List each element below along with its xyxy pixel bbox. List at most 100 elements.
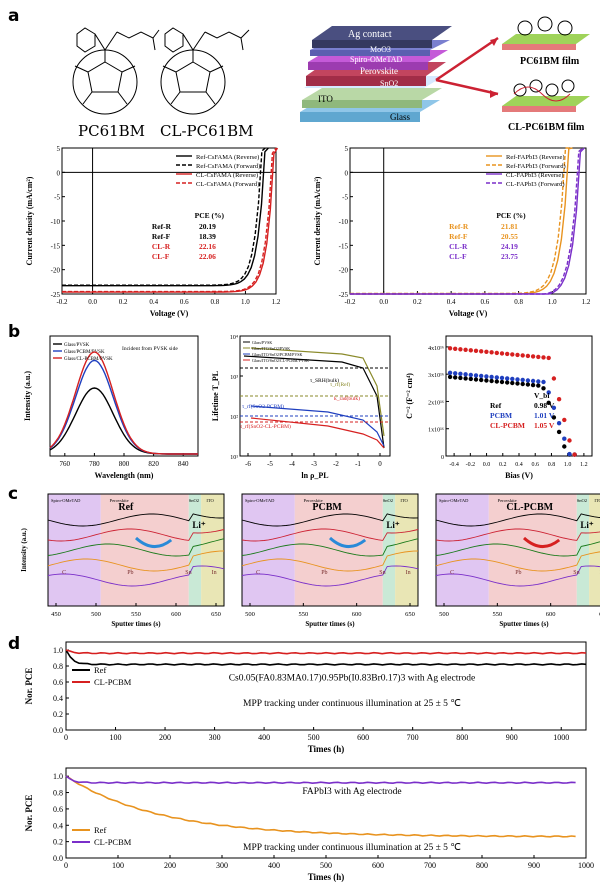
chart-pl-spectra: 760 780 800 820 840 Wavelength (nm) Intensity … <box>23 335 199 480</box>
region-sno2 <box>188 494 202 606</box>
data-point-2 <box>453 346 458 351</box>
y-tick-label: 0.6 <box>53 805 63 814</box>
x-tick-label: -6 <box>245 460 251 468</box>
data-point-2 <box>463 347 468 352</box>
y-axis-label: Current density (mA/cm²) <box>313 176 322 265</box>
region-label: Perovskite <box>498 498 517 503</box>
data-point-2 <box>499 351 505 356</box>
data-point-2 <box>484 349 489 354</box>
data-point-2 <box>530 354 536 359</box>
plot-frame <box>241 493 419 607</box>
x-tick-label: 0 <box>64 733 68 742</box>
migration-arrow <box>134 536 173 548</box>
x-tick-label: 1000 <box>553 733 569 742</box>
y-tick-label: 0.0 <box>53 854 63 863</box>
x-tick-label: 780 <box>89 460 100 468</box>
data-point-1 <box>505 376 510 381</box>
y-tick-label: -15 <box>51 242 61 250</box>
spectrum-line-1 <box>49 359 198 455</box>
annotation: τ_rf(Ref) <box>330 381 350 388</box>
pce-row-value: 20.19 <box>199 222 216 231</box>
x-tick-label: -2 <box>333 460 339 468</box>
y-tick-label: -20 <box>51 267 61 275</box>
data-point-2 <box>458 347 463 352</box>
data-point-0 <box>525 382 531 387</box>
legend-entry: Glass/ITO/SnO2/PCBM/PVSK <box>252 352 302 357</box>
data-point-1 <box>510 376 515 382</box>
layer-label-spiro: Spiro-OMeTAD <box>350 55 402 64</box>
region-label: ITO <box>206 498 214 503</box>
pce-row-name: CL-R <box>449 242 468 251</box>
x-tick-label: 400 <box>268 861 280 870</box>
x-tick-label: -0.4 <box>449 462 459 468</box>
data-point-0 <box>562 444 567 449</box>
region-perovskite <box>488 494 577 606</box>
data-point-1 <box>530 378 536 384</box>
chart-title: Cs0.05(FA0.83MA0.17)0.95Pb(I0.83Br0.17)3… <box>229 672 476 683</box>
depth-profile-line <box>47 538 225 557</box>
depth-profile-line <box>241 528 419 542</box>
pce-row-name: CL-R <box>152 242 171 251</box>
data-point-2 <box>473 348 479 353</box>
chart-note: MPP tracking under continuous illuminati… <box>243 699 461 709</box>
x-axis-label: Voltage (V) <box>449 309 488 318</box>
y-tick-label: 10⁴ <box>230 335 238 341</box>
y-tick-label: 4x10¹⁶ <box>428 346 444 352</box>
annotation: τ_rf(SnO2-CL-PCBM) <box>240 423 291 430</box>
x-tick-label: 0.6 <box>531 462 539 468</box>
x-tick-label: 300 <box>209 733 221 742</box>
chart-mott-schottky: -0.4 -0.2 0.0 0.2 0.4 0.6 0.8 1.0 1.2 4x10¹⁶ 3x10¹… <box>405 335 593 480</box>
panel-title: Ref <box>118 502 134 513</box>
y-tick-label: 10¹ <box>230 455 238 461</box>
x-tick-label: -1 <box>355 460 361 468</box>
data-point-2 <box>541 355 546 360</box>
data-point-2 <box>479 349 484 354</box>
x-tick-label: 550 <box>131 611 141 618</box>
legend-entry: Glass/PCBM/PVSK <box>64 350 105 355</box>
pce-table-header: PCE (%) <box>195 211 225 220</box>
layer-label-sno2: SnO2 <box>380 79 398 88</box>
migration-arrow <box>328 536 367 548</box>
data-point-0 <box>551 415 557 420</box>
depth-profile-line <box>435 541 600 557</box>
layer-label-ag: Ag contact <box>348 29 392 40</box>
y-axis-label: Nor. PCE <box>24 668 34 705</box>
legend-entry: Glass/PVSK <box>64 343 90 348</box>
legend-entry: Ref-CsFAMA (Reverse) <box>196 154 259 161</box>
x-tick-label: 760 <box>60 460 71 468</box>
region-label: SnO2 <box>383 498 393 503</box>
data-point-1 <box>468 372 473 378</box>
x-axis-label: Wavelength (nm) <box>95 471 154 480</box>
data-point-0 <box>458 375 463 381</box>
data-point-0 <box>463 376 468 381</box>
data-point-0 <box>484 378 489 383</box>
data-point-0 <box>530 382 536 388</box>
y-tick-label: 10² <box>230 415 238 421</box>
depth-profile-line <box>435 528 600 542</box>
data-point-1 <box>520 377 525 383</box>
data-point-0 <box>505 380 510 385</box>
chart-note: MPP tracking under continuous illuminati… <box>243 843 461 853</box>
element-label: In <box>212 570 217 576</box>
y-axis-label: Intensity (a.u.) <box>20 527 28 571</box>
plot-frame <box>65 641 587 731</box>
legend-entry: CL-PCBM <box>94 837 132 847</box>
x-axis-label: Times (h) <box>308 744 345 754</box>
y-tick-label: 0 <box>441 455 444 461</box>
x-axis-label: ln ρ_PL <box>301 471 328 480</box>
x-axis-label: Voltage (V) <box>150 309 189 318</box>
y-tick-label: 0.4 <box>53 694 63 703</box>
legend-entry: Glass/ITO/SnO2/CL-PCBM/PVSK <box>252 358 309 363</box>
data-point-1 <box>499 375 505 381</box>
device-stack-schematic: Ag contact MoO3 Spiro-OMeTAD Perovskite … <box>300 16 590 133</box>
y-tick-label: 1.0 <box>53 646 63 655</box>
vbi-row-value: 1.01 V <box>534 411 555 420</box>
data-point-0 <box>556 429 562 435</box>
data-point-1 <box>458 371 463 376</box>
region-label: Spiro-OMeTAD <box>51 498 81 503</box>
arrow-to-cl-pcbm <box>435 78 499 96</box>
pce-row-name: CL-F <box>152 252 170 261</box>
panel-title: PCBM <box>312 502 342 513</box>
y-tick-label: 5 <box>57 145 61 153</box>
x-tick-label: 0.0 <box>483 462 491 468</box>
